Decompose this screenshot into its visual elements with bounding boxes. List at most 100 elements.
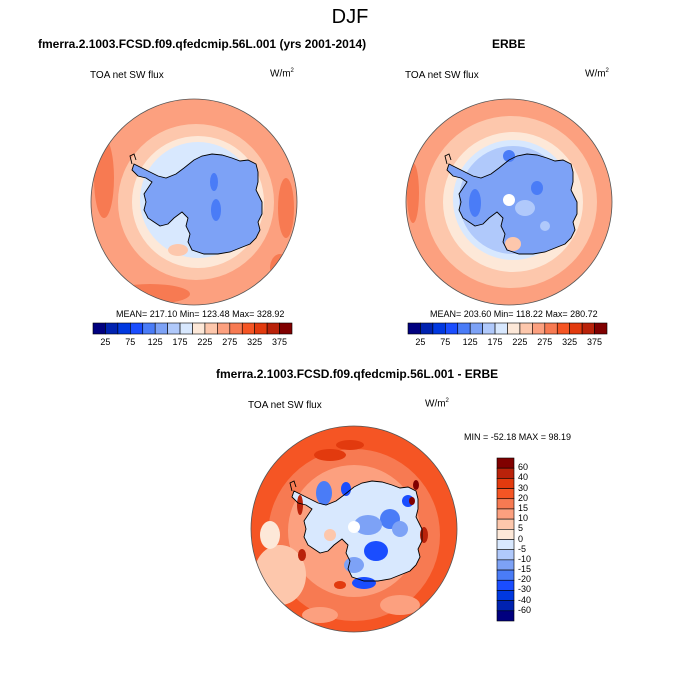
colorbar-box	[154, 322, 168, 335]
colorbar-tick-label: 375	[587, 337, 603, 347]
colorbar-box	[179, 322, 193, 335]
missing-data-pole	[503, 194, 515, 206]
colorbar-box	[445, 322, 459, 335]
colorbar-box	[569, 322, 583, 335]
colorbar-box	[496, 457, 515, 469]
contour-region	[344, 557, 364, 573]
colorbar-box	[496, 610, 515, 622]
coastline-peninsula	[289, 480, 297, 492]
contour-region	[380, 595, 420, 615]
panel3-units: W/m	[425, 398, 446, 410]
panel1-title: fmerra.2.1003.FCSD.f09.qfedcmip.56L.001 …	[38, 37, 367, 51]
colorbar-tick-label: 15	[518, 502, 529, 513]
contour-region	[420, 527, 428, 543]
panel3-units-label: W/m2	[425, 398, 449, 409]
colorbar-box	[469, 322, 483, 335]
contour-region	[298, 549, 306, 561]
contour-region	[334, 581, 346, 589]
contour-region	[531, 181, 543, 195]
panel3-colorbar-ticks: 60 40 30 20 15 10 5 0 -5 -10 -15 -20 -30 -40 -60	[518, 458, 548, 621]
colorbar-tick-label: 275	[537, 337, 553, 347]
contour-region	[211, 199, 221, 221]
contour-region	[515, 200, 535, 216]
colorbar-box	[482, 322, 496, 335]
panel2-map	[405, 98, 613, 306]
colorbar-tick-label: 125	[147, 337, 163, 347]
contour-region	[314, 449, 346, 461]
colorbar-tick-label: -5	[518, 543, 527, 554]
colorbar-tick-label: -40	[518, 594, 532, 605]
colorbar-tick-label: 225	[197, 337, 213, 347]
colorbar-box	[496, 539, 515, 550]
colorbar-box	[496, 579, 515, 591]
colorbar-box	[496, 488, 515, 500]
colorbar-tick-label: 175	[487, 337, 503, 347]
panel2-units: W/m	[585, 68, 606, 80]
panel2-colorbar-ticks: 25 75 125 175 225 275 325 375	[408, 337, 607, 349]
colorbar-box	[496, 600, 515, 612]
colorbar-box	[279, 322, 293, 335]
colorbar-box	[496, 569, 515, 581]
colorbar-box	[241, 322, 255, 335]
contour-region	[505, 237, 521, 251]
colorbar-tick-label: 325	[562, 337, 578, 347]
contour-region	[469, 189, 481, 217]
colorbar-box	[105, 322, 119, 335]
colorbar-box	[496, 518, 515, 530]
contour-region	[354, 515, 382, 535]
contour-region	[407, 163, 419, 223]
colorbar-box	[594, 322, 608, 335]
contour-region	[94, 138, 114, 218]
colorbar-box	[581, 322, 595, 335]
contour-region	[260, 521, 280, 549]
contour-region	[413, 480, 419, 490]
contour-region	[324, 529, 336, 541]
panel3-units-sup: 2	[445, 398, 449, 404]
contour-region	[364, 541, 388, 561]
colorbar-box	[496, 529, 515, 540]
panel1-colorbar-ticks: 25 75 125 175 225 275 325 375	[93, 337, 292, 349]
colorbar-box	[494, 322, 508, 335]
panel2-units-sup: 2	[605, 68, 609, 74]
contour-region	[316, 481, 332, 505]
panel2-colorbar	[407, 322, 608, 335]
map-boundary	[90, 98, 298, 306]
panel3-stats: MIN = -52.18 MAX = 98.19	[464, 432, 572, 442]
contour-region	[302, 607, 338, 623]
contour-region	[336, 440, 364, 450]
colorbar-box	[496, 508, 515, 520]
colorbar-tick-label: 60	[518, 462, 529, 473]
colorbar-tick-label: 10	[518, 513, 529, 524]
colorbar-box	[496, 467, 515, 479]
colorbar-box	[544, 322, 558, 335]
colorbar-box	[496, 498, 515, 510]
colorbar-tick-label: 20	[518, 492, 529, 503]
colorbar-box	[254, 322, 268, 335]
colorbar-box	[519, 322, 533, 335]
colorbar-box	[496, 590, 515, 601]
panel3-title: fmerra.2.1003.FCSD.f09.qfedcmip.56L.001 …	[216, 367, 499, 381]
colorbar-box	[229, 322, 243, 335]
colorbar-box	[420, 322, 434, 335]
panel2-units-label: W/m2	[585, 68, 609, 79]
colorbar-box	[167, 322, 181, 335]
contour-region	[297, 495, 303, 515]
colorbar-box	[192, 322, 206, 335]
colorbar-box	[117, 322, 131, 335]
colorbar-tick-label: 5	[518, 523, 524, 534]
coastline-peninsula	[444, 153, 452, 165]
contour-region	[210, 173, 218, 191]
panel1-units-sup: 2	[290, 68, 294, 74]
colorbar-box	[556, 322, 570, 335]
colorbar-box	[496, 478, 515, 489]
missing-data-pole	[348, 521, 360, 533]
coastline-peninsula	[129, 153, 137, 165]
panel1-variable-label: TOA net SW flux	[90, 70, 164, 81]
panel2-stats: MEAN= 203.60 Min= 118.22 Max= 280.72	[430, 309, 598, 319]
colorbar-tick-label: -20	[518, 574, 532, 585]
panel3-map	[250, 425, 458, 633]
colorbar-box	[532, 322, 546, 335]
contour-region	[341, 482, 351, 496]
contour-region	[352, 577, 376, 589]
colorbar-tick-label: 75	[440, 337, 451, 347]
